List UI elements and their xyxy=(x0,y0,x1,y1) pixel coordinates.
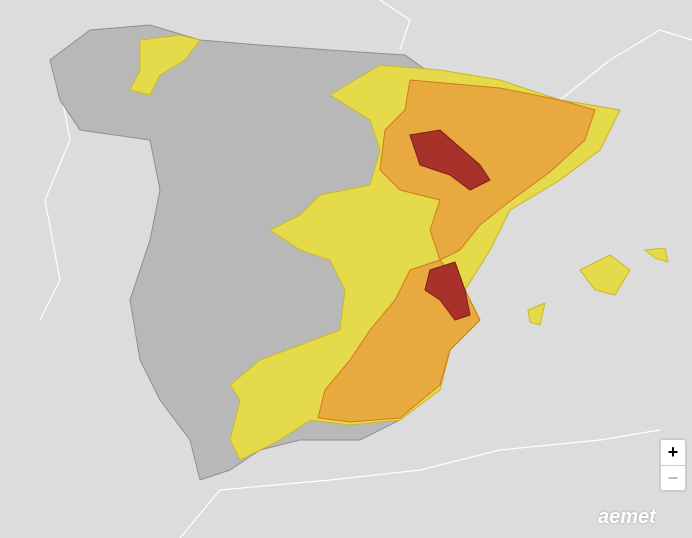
logo[interactable]: aemet xyxy=(598,506,656,528)
warning-orange-north xyxy=(379,79,596,261)
zoom-controls: + − xyxy=(659,438,687,492)
warning-orange-south xyxy=(317,259,481,423)
france-border xyxy=(379,0,411,51)
warning-yellow-mallorca xyxy=(579,254,631,296)
warning-red-east xyxy=(424,261,471,321)
warning-yellow-menorca xyxy=(643,247,669,263)
borders xyxy=(39,0,692,538)
portugal-coast xyxy=(39,59,71,321)
zoom-in[interactable]: + xyxy=(667,442,679,462)
africa-coast xyxy=(179,429,661,538)
france-coast xyxy=(559,29,692,101)
warning-yellow-ibiza xyxy=(527,302,546,326)
warning-yellow-galicia xyxy=(129,34,201,96)
zoom-out[interactable]: − xyxy=(661,465,685,491)
warning-red-north xyxy=(409,129,491,191)
